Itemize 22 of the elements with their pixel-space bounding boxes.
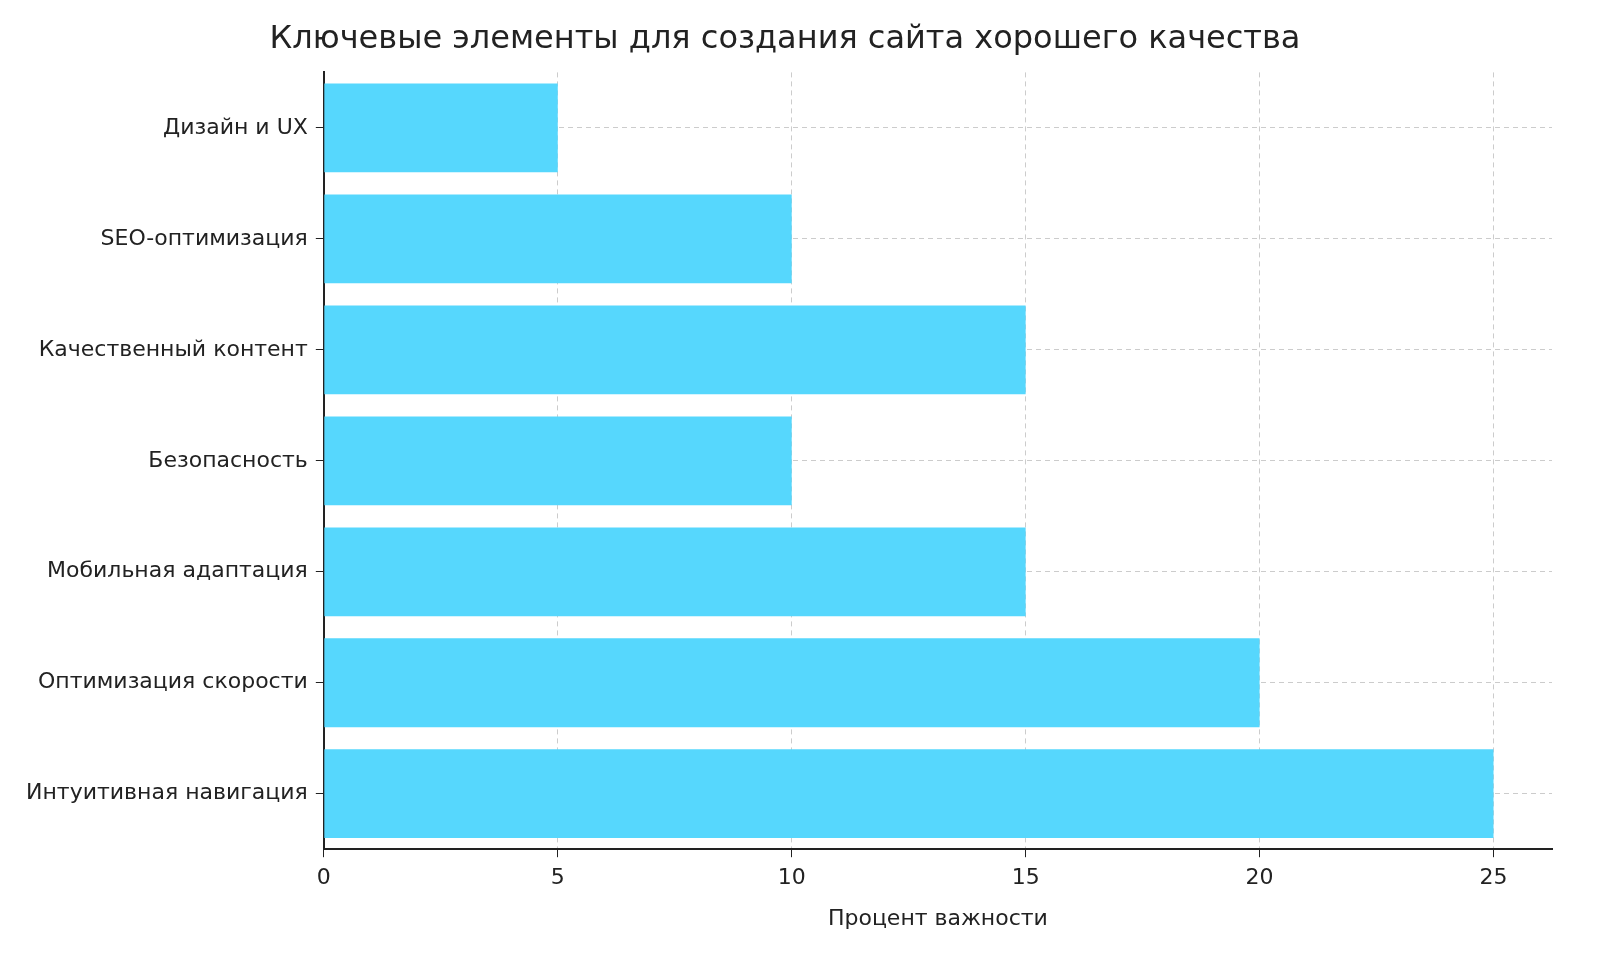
- y-tick-label: SEO-оптимизация: [100, 224, 308, 250]
- x-tick-label: 10: [777, 864, 806, 890]
- x-tick-label: 5: [550, 864, 565, 890]
- bar: [324, 305, 1026, 395]
- y-tick-label: Оптимизация скорости: [37, 668, 308, 694]
- bar: [324, 83, 558, 173]
- x-axis-title: Процент важности: [827, 904, 1048, 930]
- x-tick-label: 25: [1479, 864, 1508, 890]
- chart-title: Ключевые элементы для создания сайта хорошего качества: [269, 17, 1301, 56]
- y-tick-label: Безопасность: [148, 446, 308, 472]
- x-tick-label: 0: [316, 864, 331, 890]
- bar: [324, 638, 1260, 728]
- y-tick-label: Качественный контент: [38, 335, 309, 361]
- bar: [324, 527, 1026, 617]
- x-tick-label: 20: [1245, 864, 1274, 890]
- bar: [324, 194, 792, 284]
- y-tick-label: Интуитивная навигация: [25, 779, 308, 805]
- x-tick-label: 15: [1011, 864, 1040, 890]
- bar: [324, 749, 1494, 839]
- y-tick-label: Дизайн и UX: [163, 113, 308, 139]
- bar: [324, 416, 792, 506]
- y-tick-label: Мобильная адаптация: [47, 557, 308, 583]
